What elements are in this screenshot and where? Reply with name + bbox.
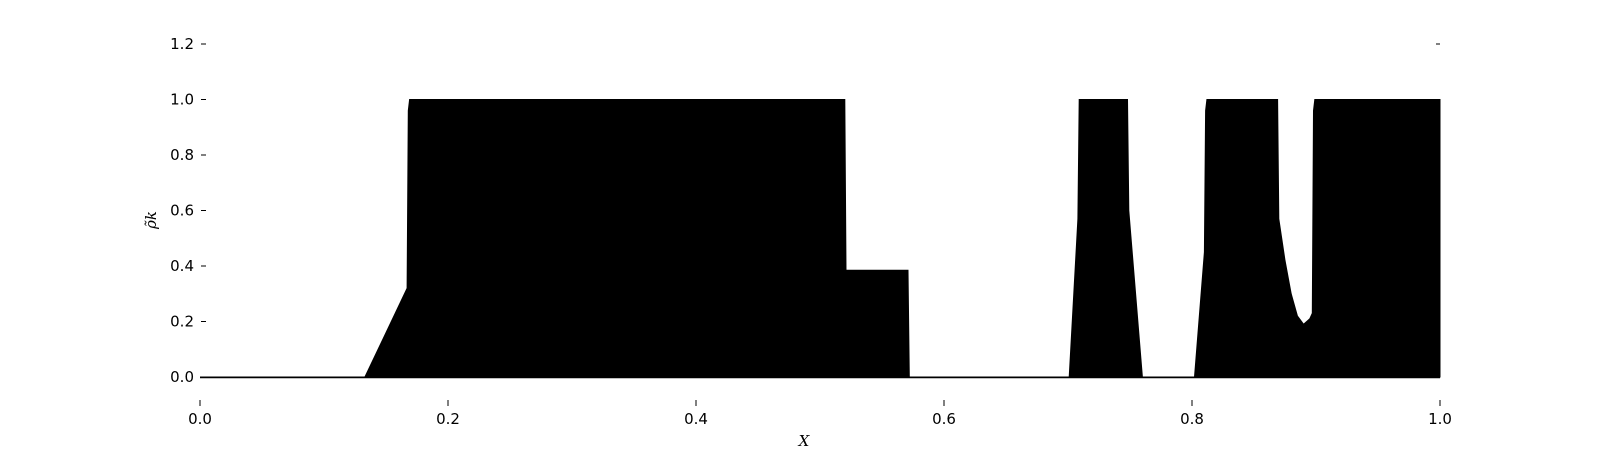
- x-tick-label: 0.4: [684, 410, 708, 428]
- y-tick-label: 0.0: [170, 368, 194, 386]
- x-tick-label: 0.6: [932, 410, 956, 428]
- y-tick-label: 0.2: [170, 313, 194, 331]
- y-axis-label: ρ̃k: [142, 211, 160, 230]
- x-tick-label: 0.8: [1180, 410, 1204, 428]
- x-tick-label: 0.2: [436, 410, 460, 428]
- x-axis: 0.0 0.2 0.4 0.6 0.8 1.0: [188, 400, 1452, 428]
- y-tick-label: 1.0: [170, 91, 194, 109]
- y-tick-label: 0.4: [170, 257, 194, 275]
- series-area-0: [200, 99, 1441, 378]
- y-tick-label: 1.2: [170, 35, 194, 53]
- x-tick-label: 0.0: [188, 410, 212, 428]
- y-axis: 0.0 0.2 0.4 0.6 0.8 1.0 1.2: [170, 35, 1440, 386]
- x-axis-label: X: [798, 432, 811, 450]
- x-tick-label: 1.0: [1428, 410, 1452, 428]
- y-tick-label: 0.8: [170, 146, 194, 164]
- plot-area: [200, 99, 1441, 379]
- y-tick-label: 0.6: [170, 202, 194, 220]
